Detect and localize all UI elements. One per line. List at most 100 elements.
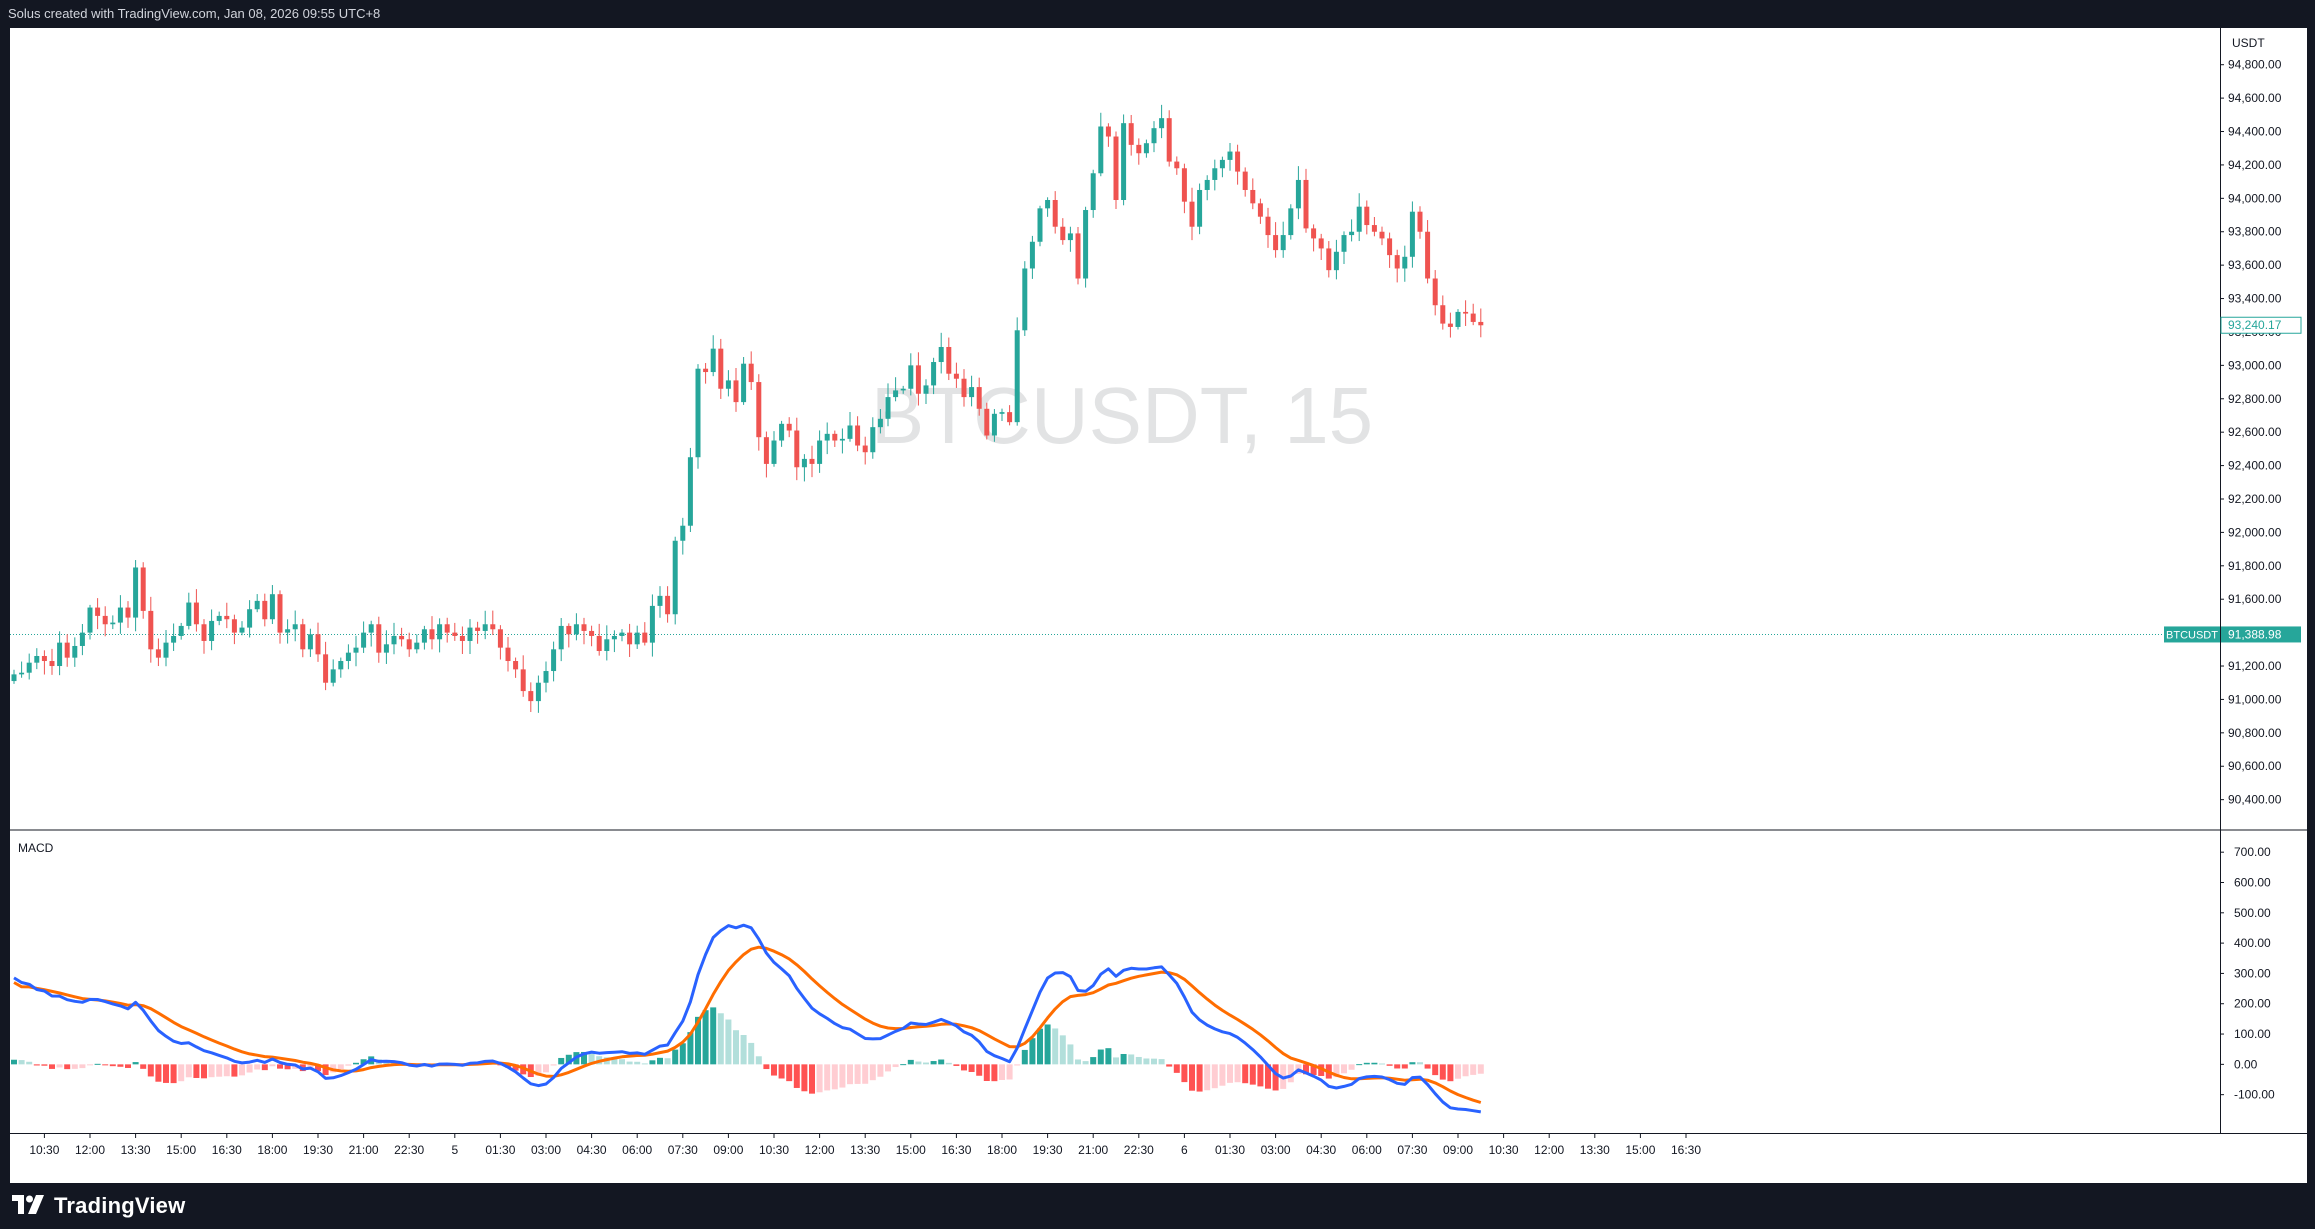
candle-body	[1478, 321, 1484, 326]
histogram-bar	[1181, 1064, 1188, 1083]
macd-axis[interactable]: 700.00 600.00 500.00 400.00 300.00 200.00 100.…	[2220, 845, 2275, 1102]
candle	[733, 368, 739, 412]
candle-body	[1181, 168, 1187, 202]
candle-body	[330, 669, 336, 683]
price-tick-label: 91,600.00	[2228, 592, 2282, 606]
histogram-bar	[201, 1064, 207, 1079]
candle	[1067, 226, 1073, 252]
histogram-bar	[163, 1064, 169, 1083]
candle	[931, 357, 937, 395]
candle-body	[832, 433, 838, 441]
candle-body	[41, 656, 47, 662]
histogram-bar	[687, 1032, 694, 1065]
candle	[1242, 167, 1248, 197]
histogram-bar	[178, 1064, 185, 1082]
histogram-bar	[900, 1064, 907, 1066]
candle	[847, 411, 853, 442]
candle-body	[1029, 241, 1035, 269]
candle	[870, 417, 876, 459]
candle-body	[79, 632, 85, 646]
histogram-bar	[11, 1059, 17, 1065]
candle-body	[665, 595, 671, 615]
histogram-bar	[193, 1064, 200, 1078]
candle-body	[839, 438, 845, 441]
histogram-bar	[831, 1064, 838, 1090]
candle	[1280, 221, 1286, 258]
price-axis[interactable]: 94,800.00 94,600.00 94,400.00 94,200.00 94,0…	[2220, 58, 2282, 807]
candle-body	[1022, 268, 1028, 331]
candle	[178, 622, 184, 640]
histogram-bar	[626, 1061, 633, 1065]
candle-body	[1447, 323, 1453, 327]
histogram-bar	[679, 1043, 686, 1065]
candle-body	[475, 627, 481, 631]
histogram-bar	[854, 1064, 861, 1084]
candle-body	[269, 594, 275, 620]
candle-body	[938, 346, 944, 363]
histogram-bar	[1424, 1064, 1431, 1069]
candle	[1174, 156, 1180, 175]
time-tick-label: 15:00	[1625, 1143, 1655, 1157]
candle	[209, 609, 215, 651]
candle-body	[1295, 179, 1301, 209]
histogram-bar	[1075, 1059, 1081, 1065]
candle	[1143, 139, 1149, 158]
histogram-bar	[1310, 1064, 1317, 1075]
histogram-bar	[64, 1064, 71, 1070]
time-tick-label: 21:00	[1078, 1143, 1108, 1157]
chart-area[interactable]: BTCUSDT, 15 MACD USDT 94,800.00 94,600.00…	[10, 28, 2307, 1183]
footer-bar: TradingView	[0, 1183, 2315, 1229]
histogram-bar	[1006, 1064, 1013, 1080]
time-tick-label: 10:30	[759, 1143, 789, 1157]
candle-body	[361, 632, 367, 648]
histogram-bar	[1067, 1044, 1074, 1065]
candle-body	[801, 458, 807, 468]
candle	[171, 623, 177, 651]
candle	[201, 619, 207, 654]
candle	[368, 620, 374, 647]
candle	[285, 619, 291, 644]
histogram-bar	[664, 1058, 671, 1065]
candle-body	[1311, 228, 1317, 239]
histogram-bar	[869, 1064, 876, 1081]
candle	[262, 593, 268, 627]
histogram-bar	[657, 1057, 663, 1065]
candle	[361, 621, 367, 653]
time-axis[interactable]: 10:30 12:00 13:30 15:00 16:30 18:00 19:30 21:00…	[29, 1133, 1701, 1157]
candle	[695, 364, 701, 469]
time-tick-label: 12:00	[1534, 1143, 1564, 1157]
brand-name[interactable]: TradingView	[54, 1193, 186, 1218]
candle-body	[277, 594, 283, 633]
last-price-box	[2220, 316, 2302, 334]
candle-body	[406, 639, 412, 650]
price-tick-label: 91,800.00	[2228, 559, 2282, 573]
candle	[991, 409, 997, 442]
price-tick-label: 91,200.00	[2228, 659, 2282, 673]
candle-body	[1349, 231, 1355, 236]
candle	[1295, 166, 1301, 220]
histogram-bar	[246, 1064, 253, 1073]
histogram-bar	[1287, 1064, 1294, 1083]
candle	[839, 428, 845, 454]
candle-body	[1204, 179, 1210, 190]
candle-body	[1098, 126, 1104, 174]
chart-svg[interactable]: BTCUSDT, 15 MACD USDT 94,800.00 94,600.00…	[10, 28, 2307, 1183]
candle-body	[11, 674, 17, 682]
candle	[1151, 121, 1157, 153]
candle	[969, 375, 975, 407]
candle	[444, 617, 450, 643]
tradingview-logo-icon[interactable]	[12, 1195, 46, 1217]
candle	[224, 602, 230, 629]
candle-body	[794, 430, 800, 468]
histogram-bar	[1128, 1054, 1135, 1065]
time-tick-label: 10:30	[29, 1143, 59, 1157]
candle-body	[976, 387, 982, 409]
candle-body	[1159, 118, 1165, 129]
price-tick-label: 90,600.00	[2228, 759, 2282, 773]
candle-body	[19, 672, 25, 675]
candle	[1440, 295, 1446, 330]
candle-body	[923, 385, 929, 394]
histogram-bar	[809, 1064, 815, 1094]
candle	[1470, 303, 1476, 326]
histogram-bar	[907, 1059, 914, 1065]
